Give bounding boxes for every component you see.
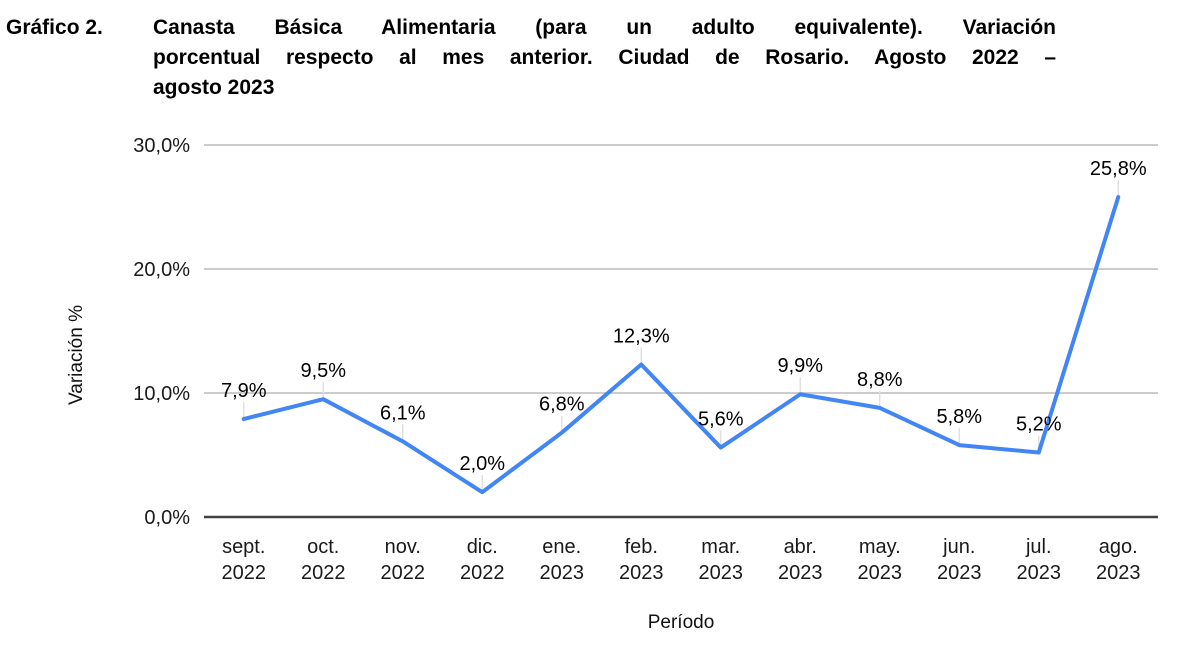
x-axis-title: Período xyxy=(648,612,715,633)
y-axis-title: Variación % xyxy=(66,305,87,405)
chart-title-line-2: porcentual respecto al mes anterior. Ciu… xyxy=(153,46,1056,69)
point-label: 12,3% xyxy=(613,325,670,347)
point-label: 2,0% xyxy=(459,453,505,475)
x-axis-tick-label-year: 2023 xyxy=(937,562,982,584)
x-axis-tick-label-year: 2023 xyxy=(1096,562,1141,584)
x-axis-tick-label-year: 2023 xyxy=(699,562,744,584)
x-axis-tick-label-month: dic. xyxy=(467,536,498,558)
x-axis-tick-label-month: abr. xyxy=(784,536,817,558)
x-axis-tick-label-month: jul. xyxy=(1025,536,1052,558)
point-label: 7,9% xyxy=(221,380,267,402)
point-label: 9,5% xyxy=(300,360,346,382)
x-axis-tick-label-year: 2022 xyxy=(381,562,426,584)
x-axis-tick-label-month: ago. xyxy=(1099,536,1138,558)
x-axis-tick-label-year: 2023 xyxy=(1017,562,1062,584)
y-axis-tick-label: 0,0% xyxy=(144,507,190,529)
figure-label: Gráfico 2. xyxy=(6,16,103,39)
x-axis-tick-label-month: jun. xyxy=(942,536,975,558)
y-axis-tick-label: 30,0% xyxy=(133,135,190,157)
y-axis-tick-label: 20,0% xyxy=(133,259,190,281)
x-axis-tick-label-month: oct. xyxy=(307,536,339,558)
series-line xyxy=(241,195,1121,495)
point-label: 6,1% xyxy=(380,402,426,424)
x-axis-tick-label-month: ene. xyxy=(542,536,581,558)
point-label: 5,6% xyxy=(698,409,744,431)
y-axis-tick-label: 10,0% xyxy=(133,383,190,405)
x-axis-tick-label-year: 2023 xyxy=(540,562,585,584)
x-axis-tick-label-month: feb. xyxy=(625,536,658,558)
x-axis-tick-label-year: 2023 xyxy=(858,562,903,584)
chart-title: Canasta Básica Alimentaria (para un adul… xyxy=(153,13,1056,103)
x-axis-tick-label-month: nov. xyxy=(385,536,421,558)
chart-caption: Gráfico 2. Canasta Básica Alimentaria (p… xyxy=(6,13,1056,103)
x-axis-tick-label-month: sept. xyxy=(222,536,265,558)
chart-title-line-1: Canasta Básica Alimentaria (para un adul… xyxy=(153,16,1056,39)
x-axis-tick-label-year: 2022 xyxy=(301,562,346,584)
x-axis-tick-label-year: 2023 xyxy=(619,562,664,584)
x-axis-tick-label-year: 2022 xyxy=(222,562,267,584)
x-axis-tick-label-month: mar. xyxy=(701,536,740,558)
point-label: 8,8% xyxy=(857,369,903,391)
x-axis-tick-label-month: may. xyxy=(859,536,901,558)
point-label: 6,8% xyxy=(539,394,585,416)
x-axis-tick-label-year: 2022 xyxy=(460,562,505,584)
point-label: 5,8% xyxy=(936,406,982,428)
point-label: 25,8% xyxy=(1090,158,1147,180)
point-label: 9,9% xyxy=(777,355,823,377)
x-axis-tick-label-year: 2023 xyxy=(778,562,823,584)
chart-title-line-3: agosto 2023 xyxy=(153,76,275,99)
point-label: 5,2% xyxy=(1016,414,1062,436)
